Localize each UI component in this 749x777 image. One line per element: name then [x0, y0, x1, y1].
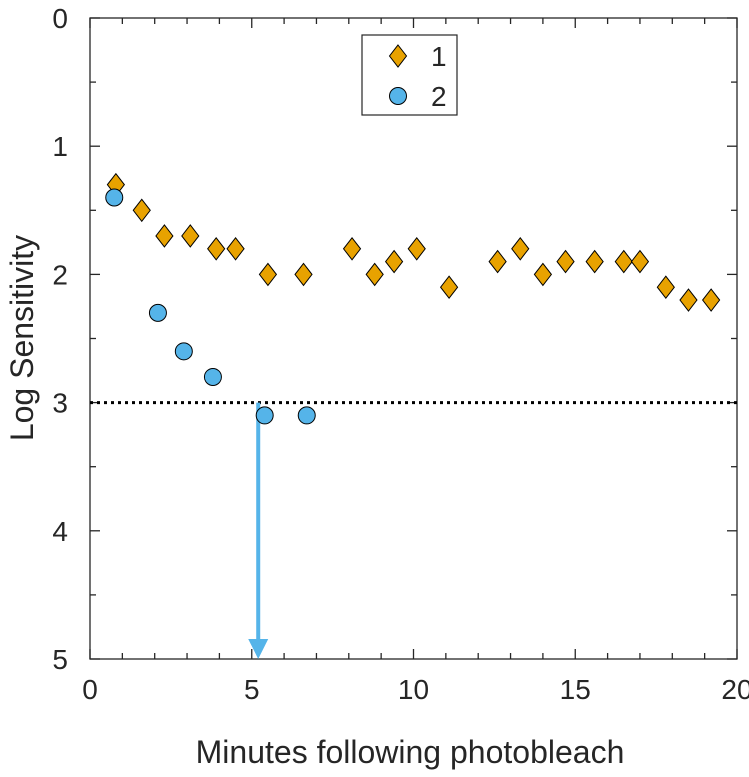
data-point [439, 275, 459, 300]
data-point [297, 406, 316, 425]
data-point [174, 342, 193, 361]
data-point [701, 288, 721, 312]
data-point [181, 224, 200, 248]
data-point [203, 367, 222, 386]
y-tick-label: 2 [52, 259, 68, 290]
data-point [656, 275, 675, 300]
data-point [384, 249, 404, 274]
data-point [556, 249, 575, 274]
data-point [132, 198, 151, 223]
y-tick-label: 3 [52, 388, 68, 419]
x-tick-label: 10 [398, 674, 429, 705]
legend-marker [389, 87, 407, 105]
legend-label: 1 [431, 41, 447, 72]
arrow [248, 402, 269, 659]
legend-label: 2 [431, 81, 447, 112]
data-point [585, 249, 604, 274]
series-2 [105, 188, 316, 425]
x-tick-label: 0 [82, 674, 98, 705]
y-tick-label: 4 [52, 516, 68, 547]
data-point [258, 262, 278, 287]
data-point [105, 188, 124, 207]
data-point [365, 262, 384, 287]
data-point [679, 288, 698, 312]
data-point [207, 236, 226, 261]
plot-frame [89, 17, 738, 660]
data-point [488, 249, 507, 274]
y-axis-label: Log Sensitivity [4, 235, 40, 441]
x-tick-label: 20 [721, 674, 749, 705]
data-point [342, 236, 362, 261]
data-point [614, 249, 633, 274]
y-tick-label: 0 [52, 3, 68, 34]
y-tick-label: 5 [52, 644, 68, 675]
arrow-head [248, 639, 269, 659]
data-point [407, 236, 426, 261]
x-axis-label: Minutes following photobleach [196, 734, 625, 770]
data-point [226, 236, 245, 261]
data-point [148, 303, 167, 322]
legend-box [361, 34, 458, 116]
legend: 12 [361, 34, 458, 116]
data-point [294, 262, 313, 287]
data-point [533, 262, 553, 287]
data-point [155, 224, 174, 248]
x-tick-label: 5 [244, 674, 260, 705]
data-point [630, 249, 650, 274]
x-tick-label: 15 [560, 674, 591, 705]
legend-marker [388, 44, 408, 68]
data-points [105, 172, 721, 425]
data-point [255, 406, 274, 425]
data-point [511, 236, 530, 261]
y-tick-label: 1 [52, 131, 68, 162]
